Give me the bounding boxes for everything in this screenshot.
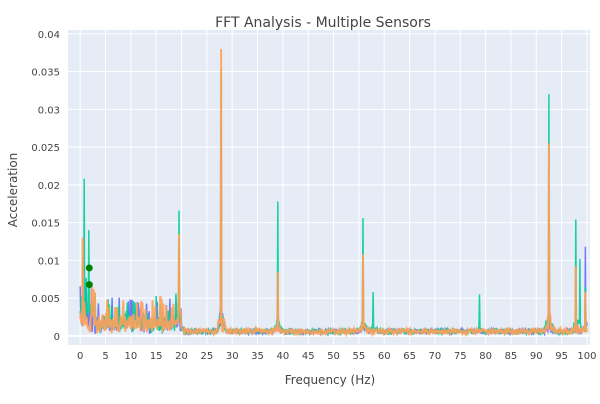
x-tick-label: 90 [530, 351, 543, 362]
x-tick-label: 100 [577, 351, 596, 362]
x-tick-label: 80 [479, 351, 492, 362]
marker-point [85, 264, 93, 272]
x-tick-label: 55 [353, 351, 366, 362]
x-tick-label: 40 [277, 351, 290, 362]
x-tick-label: 20 [175, 351, 188, 362]
x-tick-label: 0 [77, 351, 83, 362]
x-tick-label: 50 [327, 351, 340, 362]
y-tick-label: 0.025 [31, 143, 60, 154]
y-tick-label: 0.005 [31, 294, 60, 305]
x-tick-label: 60 [378, 351, 391, 362]
x-tick-label: 95 [555, 351, 568, 362]
gridlines [68, 30, 590, 345]
y-tick-label: 0.015 [31, 219, 60, 230]
y-ticks: 0 0.005 0.01 0.015 0.02 0.025 0.03 0.035 0.04 [31, 30, 60, 343]
x-tick-label: 75 [454, 351, 467, 362]
x-tick-label: 35 [251, 351, 264, 362]
y-tick-label: 0.02 [38, 181, 60, 192]
markers [85, 264, 93, 289]
y-tick-label: 0.04 [38, 30, 60, 41]
y-tick-label: 0.03 [38, 105, 60, 116]
plot-area [68, 30, 590, 345]
chart-title: FFT Analysis - Multiple Sensors [215, 15, 431, 31]
x-tick-label: 70 [429, 351, 442, 362]
series-line-2 [79, 48, 588, 338]
x-tick-label: 10 [124, 351, 137, 362]
y-tick-label: 0 [54, 332, 60, 343]
series-lines [79, 48, 588, 338]
y-tick-label: 0.035 [31, 68, 60, 79]
y-tick-label: 0.01 [38, 256, 60, 267]
x-axis-label: Frequency (Hz) [285, 373, 376, 387]
x-tick-label: 30 [226, 351, 239, 362]
x-tick-label: 15 [150, 351, 163, 362]
x-tick-label: 5 [102, 351, 108, 362]
x-tick-label: 45 [302, 351, 315, 362]
x-tick-label: 85 [505, 351, 518, 362]
x-tick-label: 25 [200, 351, 213, 362]
x-tick-label: 65 [403, 351, 416, 362]
y-axis-label: Acceleration [6, 153, 20, 228]
marker-point [85, 281, 93, 289]
x-ticks: 0 5 10 15 20 25 30 35 40 45 50 55 60 65 70 75 80 85 90 95 10… [77, 351, 597, 362]
